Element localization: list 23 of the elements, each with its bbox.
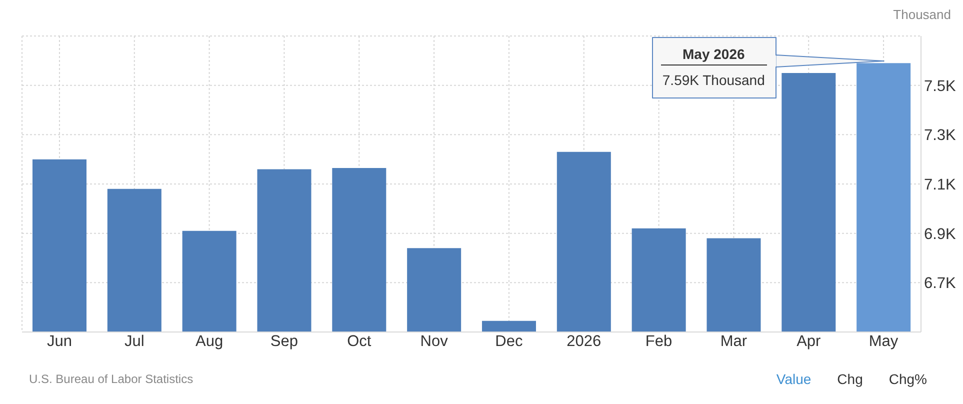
text: Value — [776, 370, 812, 388]
y-tick-label: 7.5K — [924, 78, 957, 95]
x-tick-label: Nov — [420, 333, 448, 350]
x-tick-label: Dec — [495, 333, 523, 350]
y-tick-label: 6.9K — [924, 226, 957, 243]
x-tick-label: 2026 — [566, 333, 602, 350]
y-axis-title: Thousand — [893, 6, 951, 23]
text: Chg — [837, 370, 863, 388]
annotation: May 2026 7.59K Thousand — [661, 46, 766, 90]
y-tick-label: 6.7K — [924, 275, 957, 292]
text: U.S. Bureau of Labor Statistics — [29, 371, 194, 387]
y-tick-label: 7.3K — [924, 127, 957, 144]
x-tick-label: Jul — [124, 333, 144, 350]
x-tick-label: May — [868, 333, 898, 350]
x-tick-label: Mar — [720, 333, 748, 350]
y-tick-label: 7.1K — [924, 176, 957, 194]
x-tick-label: Sep — [270, 333, 298, 350]
x-tick-label: Aug — [195, 333, 224, 350]
text: Chg% — [888, 370, 927, 388]
x-tick-label: Oct — [347, 333, 372, 350]
x-tick-label: Jun — [46, 333, 72, 350]
x-tick-label: Apr — [796, 333, 821, 350]
x-tick-label: Feb — [645, 333, 672, 350]
